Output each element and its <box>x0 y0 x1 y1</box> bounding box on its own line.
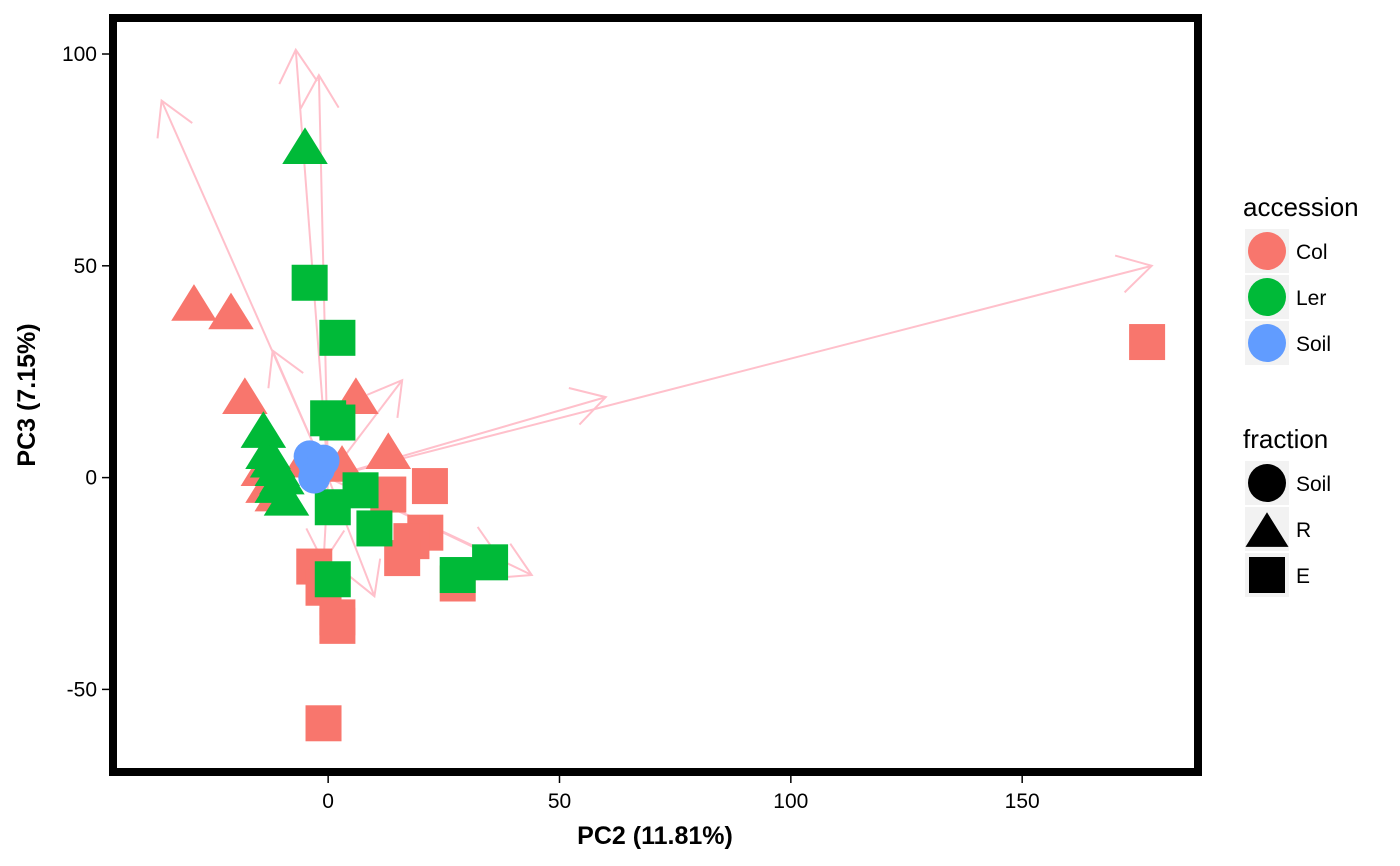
point-ler-square <box>439 557 476 594</box>
y-tick-label: 0 <box>85 467 97 490</box>
point-col-square <box>1129 324 1166 361</box>
y-tick-label: -50 <box>67 678 97 701</box>
y-axis: -50 0 50 100 <box>62 43 109 701</box>
x-tick-label: 50 <box>548 790 571 813</box>
point-ler-square <box>291 264 328 301</box>
point-ler-triangle <box>263 478 310 516</box>
point-col-triangle <box>208 292 254 330</box>
legend-title: fraction <box>1243 424 1328 454</box>
legend-key-circle <box>1248 464 1286 502</box>
point-col-triangle <box>365 432 412 470</box>
point-col-triangle <box>222 377 268 414</box>
point-ler-square <box>356 510 393 547</box>
y-axis-title: PC3 (7.15%) <box>13 323 41 466</box>
legend-label: Soil <box>1296 473 1331 496</box>
point-ler-square <box>319 319 356 356</box>
point-ler-square <box>319 404 356 441</box>
y-tick-label: 50 <box>74 255 97 278</box>
plot-frame <box>109 14 1202 776</box>
legend-label: Col <box>1296 241 1328 264</box>
legend-key-circle <box>1248 232 1286 270</box>
legend-key-triangle <box>1245 512 1289 547</box>
legend-label: Ler <box>1296 287 1326 310</box>
legend-key-circle <box>1248 324 1286 362</box>
point-col-square <box>319 607 356 644</box>
point-col-square <box>305 705 342 742</box>
legend-label: Soil <box>1296 333 1331 356</box>
point-col-square <box>411 468 448 505</box>
legend-accession: accession Col Ler Soil <box>1243 192 1359 365</box>
point-ler-square <box>472 544 509 581</box>
y-tick-label: 100 <box>62 43 97 66</box>
loading-arrow <box>327 254 1154 479</box>
data-points <box>171 127 1166 742</box>
x-axis-title: PC2 (11.81%) <box>577 822 733 850</box>
legend-key-square <box>1249 557 1285 593</box>
point-ler-triangle <box>282 127 328 165</box>
x-axis: 0 50 100 150 <box>322 776 1040 813</box>
x-tick-label: 100 <box>773 790 808 813</box>
legend: accession Col Ler Soil fraction Soil RE <box>1243 192 1359 597</box>
x-tick-label: 150 <box>1005 790 1040 813</box>
point-ler-square <box>314 561 351 598</box>
legend-fraction: fraction Soil RE <box>1243 424 1331 597</box>
x-tick-label: 0 <box>322 790 334 813</box>
legend-label: R <box>1296 519 1311 542</box>
legend-key-circle <box>1248 278 1286 316</box>
legend-label: E <box>1296 565 1310 588</box>
point-soil-circle <box>307 444 340 477</box>
legend-title: accession <box>1243 192 1359 222</box>
point-ler-square <box>314 489 351 526</box>
point-col-triangle <box>171 284 217 321</box>
point-ler-triangle <box>240 411 287 448</box>
